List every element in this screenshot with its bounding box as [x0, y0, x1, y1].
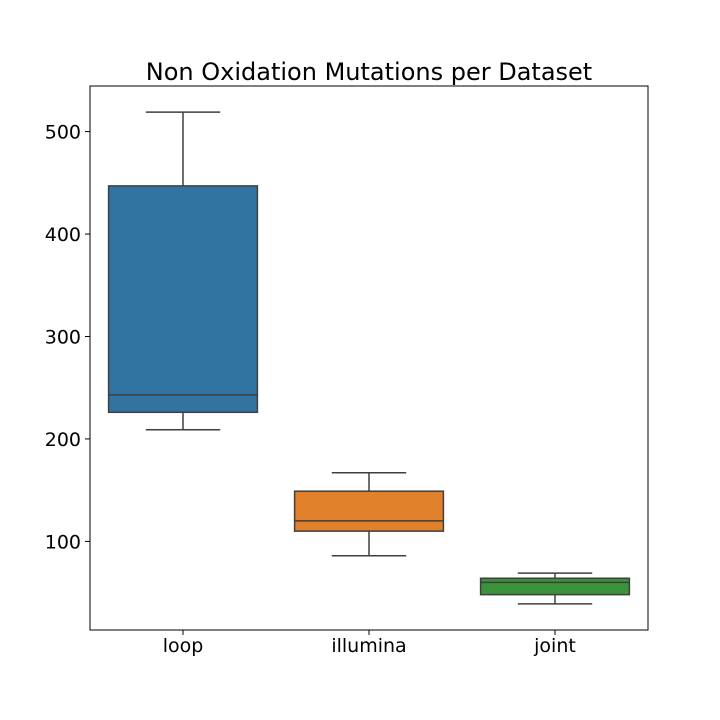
x-tick-label: joint	[533, 635, 576, 657]
y-tick-label: 400	[45, 224, 81, 246]
chart-title: Non Oxidation Mutations per Dataset	[146, 58, 592, 86]
x-axis: loop illumina joint	[163, 630, 576, 657]
box-illumina	[293, 490, 445, 532]
plot-area	[89, 85, 649, 631]
y-tick-label: 300	[45, 326, 81, 348]
box-group-loop	[107, 111, 259, 431]
y-tick-label: 100	[45, 531, 81, 553]
y-tick-label: 500	[45, 122, 81, 144]
box-joint	[479, 577, 631, 596]
box-group-joint	[479, 572, 631, 605]
y-tick-label: 200	[45, 429, 81, 451]
box-loop	[107, 185, 259, 414]
x-tick-label: illumina	[331, 635, 406, 657]
x-tick-label: loop	[163, 635, 204, 657]
y-axis: 100 200 300 400 500	[45, 122, 90, 553]
box-group-illumina	[293, 471, 445, 557]
